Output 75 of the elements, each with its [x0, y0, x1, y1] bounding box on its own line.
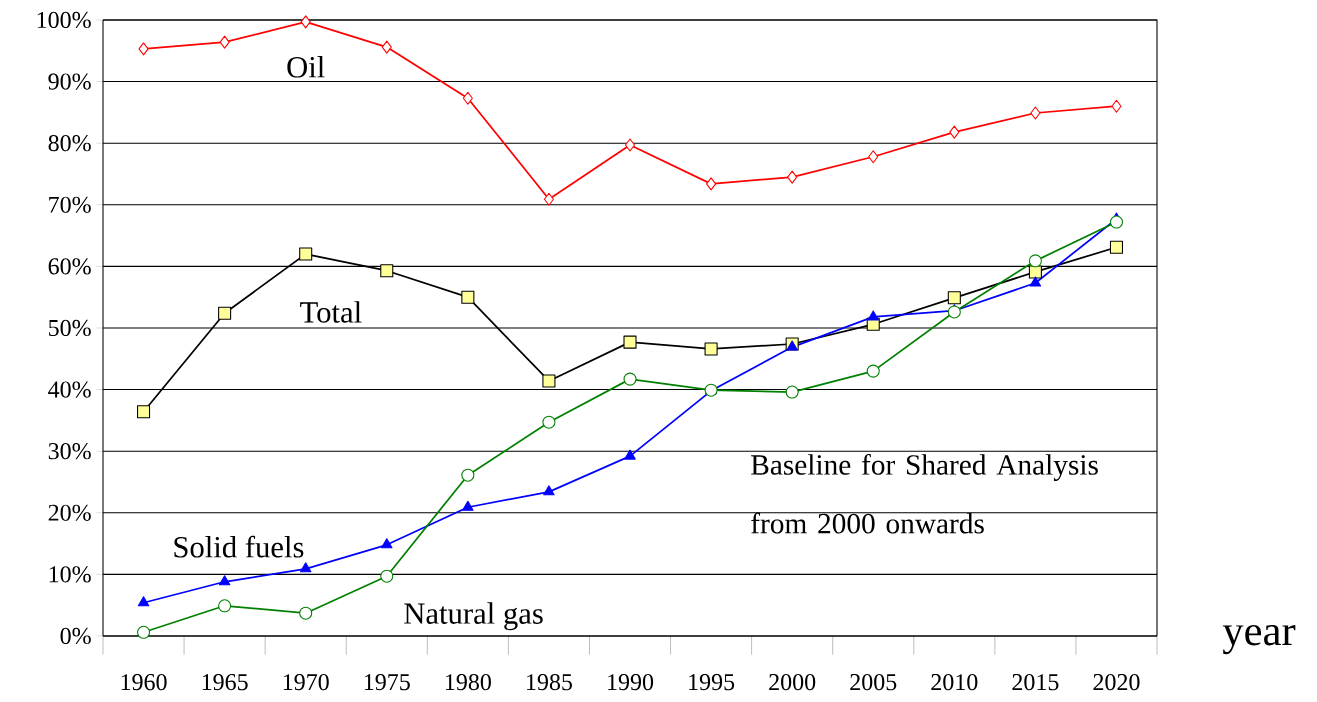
y-tick-label: 20% — [48, 504, 91, 521]
series-label: Natural gas — [404, 602, 543, 631]
point — [299, 606, 313, 620]
point — [947, 305, 961, 319]
point — [1111, 99, 1122, 113]
annotation: Baseline for Shared Analysis from 2000 onwards — [751, 453, 1098, 534]
point — [300, 15, 311, 29]
point — [623, 335, 637, 349]
x-axis-title: year — [1222, 624, 1296, 655]
y-tick-label: 30% — [48, 443, 91, 460]
point — [462, 500, 474, 511]
y-tick-label: 10% — [49, 566, 91, 583]
point — [380, 264, 394, 278]
point — [219, 35, 230, 49]
point — [868, 150, 879, 164]
x-tick-label: 2005 — [850, 674, 897, 691]
y-tick-label: 60% — [48, 258, 91, 275]
x-tick-label: 1960 — [121, 674, 167, 691]
point — [1109, 215, 1124, 229]
point — [1028, 254, 1042, 268]
point — [787, 170, 798, 184]
x-tick-label: 2020 — [1093, 674, 1140, 691]
point — [381, 538, 393, 549]
x-tick-label: 1970 — [283, 674, 329, 691]
point — [218, 306, 232, 320]
point — [624, 449, 636, 460]
point — [542, 415, 556, 429]
point — [461, 290, 475, 304]
y-tick-label: 50% — [49, 319, 91, 337]
y-tick-label: 90% — [48, 73, 91, 90]
x-tick-label: 1990 — [608, 674, 654, 691]
point — [947, 291, 961, 305]
point — [785, 385, 799, 399]
series-label: Total — [300, 301, 362, 323]
point — [137, 405, 151, 419]
point — [380, 569, 394, 583]
point — [461, 468, 475, 482]
point — [866, 364, 880, 378]
point — [1109, 240, 1124, 254]
point — [624, 138, 636, 152]
x-tick-label: 2015 — [1012, 674, 1059, 691]
x-tick-label: 1995 — [689, 674, 735, 691]
point — [1029, 276, 1042, 287]
point — [299, 562, 312, 573]
point — [542, 374, 556, 388]
point — [381, 40, 392, 54]
y-tick-label: 40% — [48, 381, 91, 398]
series-label: Solid fuels — [174, 535, 304, 558]
point — [543, 192, 554, 206]
point — [543, 485, 555, 496]
y-tick-label: 80% — [48, 135, 91, 152]
point — [949, 125, 960, 139]
x-tick-label: 1975 — [364, 674, 410, 691]
point — [218, 575, 231, 586]
series-label: Oil — [287, 56, 325, 78]
point — [706, 177, 717, 191]
y-tick-label: 70% — [49, 196, 91, 213]
point — [1030, 106, 1041, 120]
point — [299, 247, 313, 261]
y-tick-label: 0% — [60, 627, 91, 645]
point — [218, 599, 232, 613]
x-tick-label: 1980 — [445, 674, 491, 691]
point — [462, 91, 473, 105]
x-tick-label: 1985 — [527, 674, 572, 691]
point — [137, 625, 151, 639]
point — [1028, 265, 1042, 279]
x-tick-label: 2000 — [769, 674, 816, 691]
point — [867, 310, 879, 321]
x-tick-label: 2010 — [931, 674, 978, 691]
y-tick-label: 100% — [37, 11, 91, 29]
point — [704, 342, 718, 356]
point — [137, 596, 150, 607]
x-tick-label: 1965 — [202, 674, 248, 691]
point — [138, 42, 149, 56]
point — [623, 372, 637, 386]
